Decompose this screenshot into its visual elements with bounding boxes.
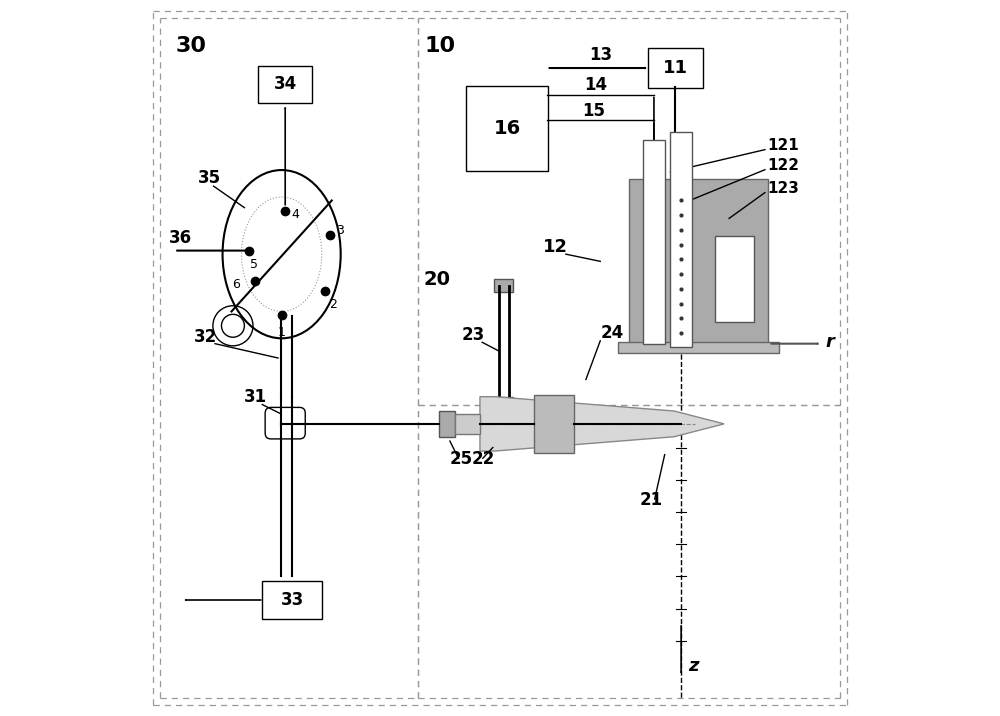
Text: 3: 3 — [336, 224, 344, 237]
Text: 20: 20 — [423, 270, 450, 289]
Text: 30: 30 — [176, 36, 207, 56]
Text: 4: 4 — [291, 208, 299, 221]
Text: 6: 6 — [233, 279, 240, 291]
Text: 21: 21 — [640, 490, 663, 509]
Text: 32: 32 — [194, 327, 218, 346]
Text: 121: 121 — [767, 138, 799, 153]
Bar — [629, 179, 768, 344]
Bar — [455, 414, 480, 434]
Text: 31: 31 — [244, 388, 267, 407]
Text: 24: 24 — [600, 324, 623, 342]
Bar — [670, 132, 692, 347]
Text: 12: 12 — [543, 238, 568, 256]
Text: 122: 122 — [767, 158, 799, 173]
Polygon shape — [480, 397, 724, 451]
Text: r: r — [826, 333, 835, 352]
Text: 35: 35 — [198, 168, 221, 187]
Text: 16: 16 — [494, 120, 521, 138]
FancyBboxPatch shape — [648, 48, 703, 88]
Text: 1: 1 — [278, 326, 286, 339]
Bar — [618, 342, 779, 353]
Text: 123: 123 — [767, 181, 799, 196]
FancyBboxPatch shape — [262, 581, 322, 619]
Bar — [494, 397, 513, 408]
Text: 22: 22 — [471, 450, 495, 468]
Text: 23: 23 — [462, 326, 485, 344]
Text: z: z — [688, 657, 699, 675]
Text: 13: 13 — [590, 46, 613, 64]
FancyBboxPatch shape — [258, 66, 312, 103]
Text: 2: 2 — [329, 298, 337, 311]
Text: 25: 25 — [450, 450, 473, 468]
Text: 11: 11 — [663, 59, 688, 77]
Bar — [494, 279, 513, 292]
Text: 33: 33 — [281, 591, 304, 609]
Text: 34: 34 — [274, 75, 297, 94]
Bar — [643, 140, 665, 344]
FancyBboxPatch shape — [265, 407, 305, 439]
Text: 5: 5 — [250, 258, 258, 271]
Text: 15: 15 — [582, 102, 605, 120]
Text: 14: 14 — [584, 76, 608, 95]
Bar — [534, 395, 574, 453]
Bar — [439, 411, 455, 437]
Text: 10: 10 — [425, 36, 456, 56]
FancyBboxPatch shape — [466, 87, 548, 172]
Text: 36: 36 — [169, 229, 192, 248]
Bar — [715, 236, 754, 322]
